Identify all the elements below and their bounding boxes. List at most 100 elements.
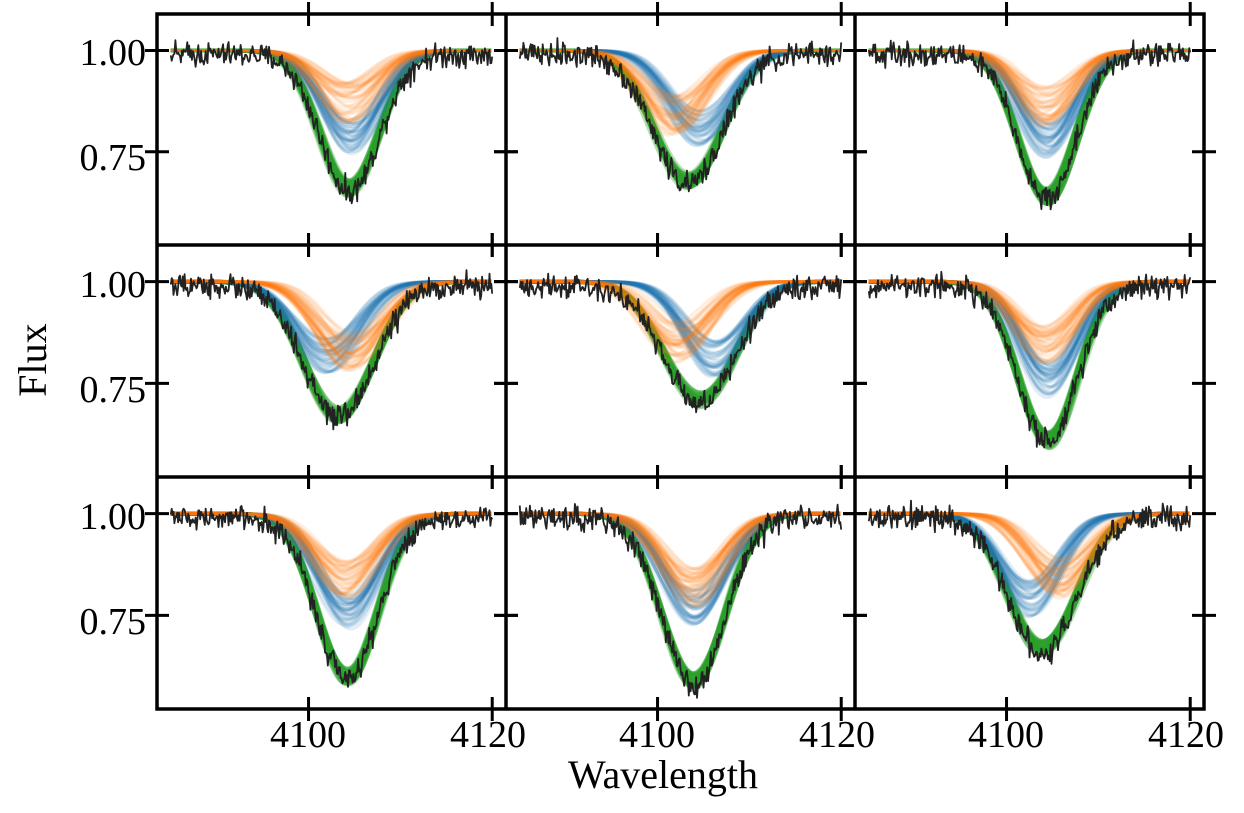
component-b-draw: [868, 280, 1190, 395]
component-a-draw: [868, 280, 1190, 351]
component-a-draw: [519, 49, 841, 127]
component-a-draw: [519, 280, 841, 348]
component-a-draw: [170, 280, 492, 364]
component-a-draw: [170, 512, 492, 595]
combined-model-draw: [519, 48, 841, 186]
component-b-draw: [868, 280, 1190, 393]
component-b-draw: [519, 49, 841, 129]
component-b-draw: [170, 512, 492, 631]
combined-model-draw: [519, 48, 841, 188]
component-a-draw: [519, 280, 841, 346]
x-tick-label-c1-1: 4120: [799, 714, 875, 756]
combined-model-draw: [519, 48, 841, 189]
combined-model-draw: [170, 511, 492, 678]
component-a-draw: [170, 280, 492, 357]
combined-model-draw: [170, 279, 492, 418]
combined-model-draw: [519, 48, 841, 185]
component-a-draw: [170, 512, 492, 571]
component-a-draw: [519, 49, 841, 132]
component-b-draw: [519, 49, 841, 139]
combined-model-draw: [519, 48, 841, 183]
component-b-draw: [868, 280, 1190, 396]
component-a-draw: [868, 280, 1190, 358]
component-b-draw: [170, 280, 492, 363]
component-b-draw: [170, 280, 492, 342]
component-a-draw: [868, 280, 1190, 341]
component-b-draw: [519, 49, 841, 113]
component-b-draw: [519, 49, 841, 125]
component-a-draw: [170, 512, 492, 567]
y-tick-label-r1-0: 0.75: [80, 369, 147, 411]
combined-model-draw: [519, 48, 841, 191]
component-a-draw: [170, 512, 492, 576]
component-b-draw: [170, 512, 492, 606]
component-a-draw: [519, 280, 841, 334]
component-b-draw: [519, 49, 841, 116]
combined-model-draw: [170, 279, 492, 416]
combined-model-draw: [170, 511, 492, 674]
component-b-draw: [519, 49, 841, 119]
component-b-draw: [519, 49, 841, 143]
component-b-draw: [868, 280, 1190, 384]
component-b-draw: [170, 512, 492, 607]
component-a-draw: [868, 280, 1190, 351]
component-b-draw: [170, 280, 492, 358]
figure-frame: [155, 12, 1206, 711]
component-a-draw: [519, 280, 841, 359]
component-b-draw: [519, 49, 841, 113]
component-a-draw: [519, 280, 841, 346]
combined-model-draw: [170, 511, 492, 675]
combined-model-draw: [170, 279, 492, 417]
component-a-draw: [170, 280, 492, 337]
component-a-draw: [868, 280, 1190, 348]
component-a-draw: [170, 512, 492, 587]
component-a-draw: [170, 280, 492, 339]
panel-r0-c1: [518, 37, 843, 193]
component-b-draw: [170, 512, 492, 611]
component-a-draw: [519, 49, 841, 124]
component-b-draw: [170, 512, 492, 628]
component-a-draw: [170, 280, 492, 370]
panel-r1-c1: [518, 272, 843, 414]
component-a-draw: [519, 280, 841, 343]
component-a-draw: [519, 280, 841, 357]
component-a-draw: [170, 280, 492, 354]
component-a-draw: [519, 280, 841, 358]
observed-spectrum: [518, 503, 843, 699]
component-b-draw: [868, 280, 1190, 390]
component-a-draw: [170, 512, 492, 581]
component-b-draw: [170, 280, 492, 374]
component-a-draw: [868, 280, 1190, 338]
component-b-draw: [868, 280, 1190, 382]
component-a-draw: [519, 49, 841, 120]
combined-model-draw: [519, 48, 841, 184]
component-a-draw: [519, 49, 841, 99]
component-a-draw: [170, 280, 492, 360]
component-a-draw: [170, 512, 492, 597]
combined-model-draw: [868, 279, 1190, 439]
component-a-draw: [519, 49, 841, 105]
component-b-draw: [170, 280, 492, 353]
component-b-draw: [868, 280, 1190, 383]
combined-model-draw: [170, 511, 492, 673]
component-a-draw: [170, 280, 492, 367]
component-b-draw: [519, 49, 841, 130]
component-a-draw: [519, 49, 841, 106]
observed-spectrum: [518, 272, 843, 414]
combined-model-draw: [170, 511, 492, 672]
y-tick-label-r2-0: 0.75: [80, 601, 147, 643]
combined-model-draw: [519, 48, 841, 185]
component-a-draw: [519, 280, 841, 339]
component-b-draw: [868, 280, 1190, 377]
component-b-draw: [170, 512, 492, 629]
component-a-draw: [868, 280, 1190, 364]
component-b-draw: [170, 512, 492, 612]
panel-r2-c1: [518, 503, 843, 699]
component-b-draw: [170, 280, 492, 369]
component-b-draw: [170, 280, 492, 373]
combined-model-draw: [170, 511, 492, 683]
component-a-draw: [868, 280, 1190, 365]
component-b-draw: [170, 512, 492, 613]
component-b-draw: [170, 280, 492, 361]
